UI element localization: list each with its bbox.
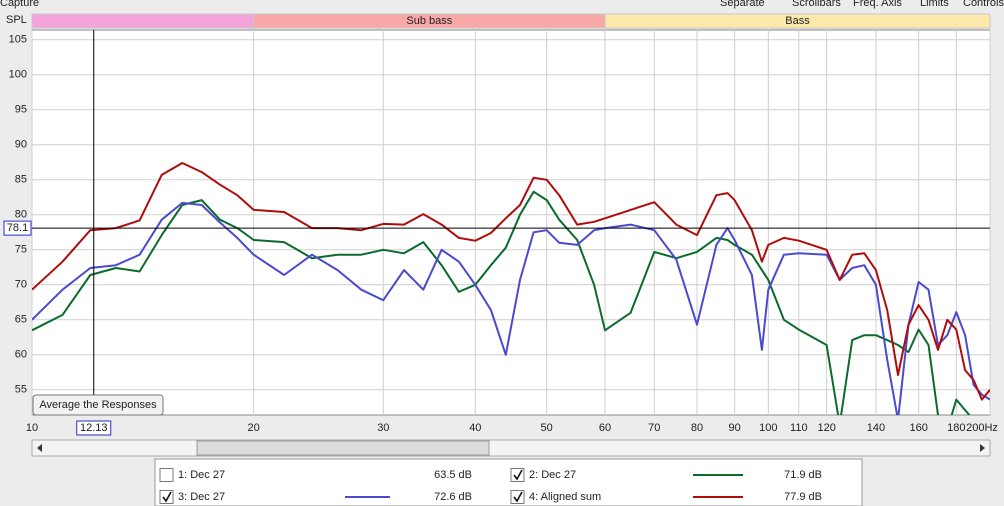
x-tick-label: 140 [867,422,885,434]
y-tick-label: 75 [15,244,27,256]
legend-check[interactable] [513,469,523,481]
y-tick-label: 80 [15,209,27,221]
y-tick-label: 55 [15,384,27,396]
series-line [32,190,971,415]
cursor-y-label: 78.1 [7,222,28,234]
x-tick-label: 10 [26,422,38,434]
cursor-x-label: 12.13 [80,422,108,434]
x-tick-label: 40 [469,422,481,434]
x-tick-label: 200Hz [966,422,998,434]
toolbar-item[interactable]: Scrollbars [792,0,841,9]
plot-area [31,29,991,416]
y-axis-label: SPL [6,14,27,26]
y-tick-label: 65 [15,314,27,326]
cursor-x-box [76,420,112,436]
legend-name: 2: Dec 27 [529,469,576,481]
y-tick-label: 85 [15,174,27,186]
legend-level: 72.6 dB [434,491,472,503]
legend-check[interactable] [162,491,172,503]
legend-name: 4: Aligned sum [529,491,601,503]
scrollbar-thumb[interactable] [196,440,490,456]
y-tick-label: 100 [9,69,27,81]
average-button-label[interactable]: Average the Responses [39,399,157,411]
grid-layer [31,30,991,415]
x-tick-label: 80 [691,422,703,434]
band [31,13,255,29]
x-tick-label: 90 [729,422,741,434]
x-tick-label: 20 [248,422,260,434]
toolbar-item[interactable]: Freq. Axis [853,0,902,9]
legend-name: 1: Dec 27 [178,469,225,481]
toolbar-item[interactable]: Controls [963,0,1004,9]
legend-level: 77.9 dB [784,491,822,503]
toolbar-item[interactable]: Separate [720,0,765,9]
legend-checkbox[interactable] [159,468,174,482]
x-tick-label: 120 [817,422,835,434]
series-line [32,162,990,401]
cursor-y-box [3,220,32,236]
legend-name: 3: Dec 27 [178,491,225,503]
scroll-left[interactable] [37,444,42,452]
band [604,13,991,29]
band-label: Sub bass [406,15,452,27]
y-tick-label: 95 [15,104,27,116]
x-tick-label: 160 [909,422,927,434]
toolbar-item[interactable]: Limits [920,0,949,9]
overlay-layer [32,30,990,415]
x-tick-label: 70 [648,422,660,434]
average-button[interactable] [32,394,164,416]
legend-level: 71.9 dB [784,469,822,481]
x-tick-label: 180 [947,422,965,434]
x-tick-label: 60 [599,422,611,434]
x-tick-label: 110 [790,422,808,434]
y-tick-label: 70 [15,279,27,291]
toolbar-item[interactable]: Capture [0,0,39,9]
scroll-right[interactable] [980,444,985,452]
scrollbar[interactable] [31,439,991,457]
legend-level: 63.5 dB [434,469,472,481]
legend-check[interactable] [513,491,523,503]
x-tick-label: 50 [541,422,553,434]
legend-panel [154,458,863,506]
y-tick-label: 90 [15,139,27,151]
y-tick-label: 60 [15,349,27,361]
band-label: Bass [785,15,810,27]
y-tick-label: 105 [9,34,27,46]
x-tick-label: 30 [377,422,389,434]
x-tick-label: 100 [759,422,777,434]
